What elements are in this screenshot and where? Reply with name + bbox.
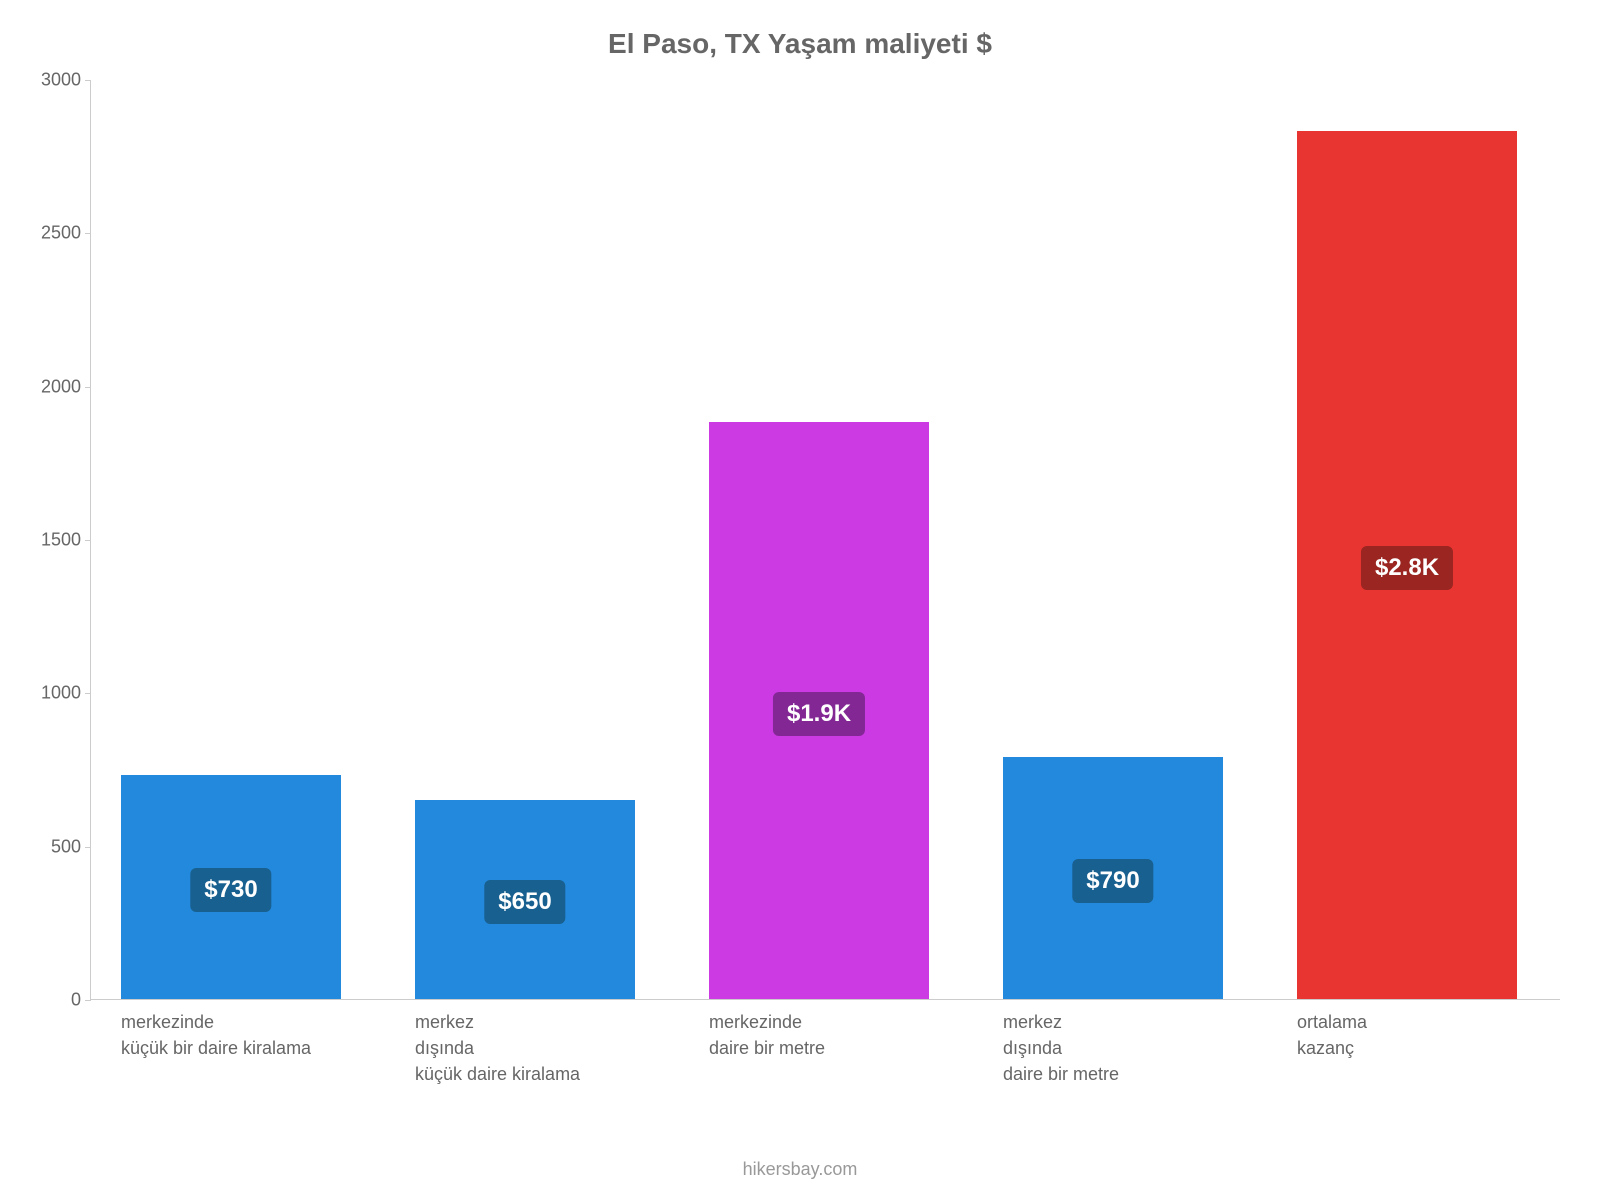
- x-category-label: ortalama kazanç: [1297, 1009, 1367, 1061]
- value-badge: $1.9K: [773, 692, 865, 736]
- y-tick-mark: [85, 540, 91, 541]
- cost-of-living-chart: El Paso, TX Yaşam maliyeti $ 05001000150…: [0, 0, 1600, 1200]
- y-tick-label: 1500: [31, 530, 81, 551]
- y-tick-label: 1000: [31, 683, 81, 704]
- value-badge: $650: [484, 880, 565, 924]
- value-badge: $790: [1072, 859, 1153, 903]
- y-tick-mark: [85, 387, 91, 388]
- y-tick-mark: [85, 847, 91, 848]
- x-category-label: merkezinde daire bir metre: [709, 1009, 825, 1061]
- x-category-label: merkez dışında küçük daire kiralama: [415, 1009, 580, 1087]
- y-tick-label: 2500: [31, 223, 81, 244]
- y-tick-label: 0: [31, 990, 81, 1011]
- y-tick-mark: [85, 80, 91, 81]
- x-category-label: merkezinde küçük bir daire kiralama: [121, 1009, 311, 1061]
- y-tick-label: 2000: [31, 376, 81, 397]
- y-tick-mark: [85, 233, 91, 234]
- chart-title: El Paso, TX Yaşam maliyeti $: [0, 28, 1600, 60]
- y-tick-mark: [85, 693, 91, 694]
- attribution-text: hikersbay.com: [0, 1159, 1600, 1180]
- y-tick-label: 500: [31, 836, 81, 857]
- y-tick-label: 3000: [31, 70, 81, 91]
- y-tick-mark: [85, 1000, 91, 1001]
- plot-area: 050010001500200025003000$730merkezinde k…: [90, 80, 1560, 1000]
- x-category-label: merkez dışında daire bir metre: [1003, 1009, 1119, 1087]
- value-badge: $730: [190, 868, 271, 912]
- value-badge: $2.8K: [1361, 546, 1453, 590]
